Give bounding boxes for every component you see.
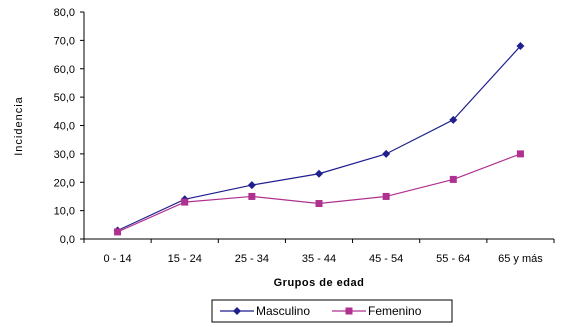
y-tick-label: 20,0 (54, 177, 75, 189)
legend-label-femenino: Femenino (368, 304, 422, 318)
y-tick-label: 0,0 (60, 234, 75, 246)
x-tick-label: 25 - 34 (235, 253, 269, 265)
legend-marker-femenino (345, 307, 353, 315)
x-tick-label: 65 y más (498, 253, 543, 265)
data-point-masculino (449, 115, 458, 124)
y-tick-label: 60,0 (54, 64, 75, 76)
series-femenino (114, 150, 524, 236)
data-point-femenino (382, 192, 390, 200)
x-tick-label: 15 - 24 (168, 253, 202, 265)
series-line-femenino (117, 153, 521, 233)
x-tick-label: 35 - 44 (302, 253, 336, 265)
x-axis-title: Grupos de edad (274, 277, 365, 289)
y-axis-ticks: 0,0 10,0 20,0 30,0 40,0 50,0 60,0 70,0 80,0 (54, 7, 84, 246)
legend-marker-masculino (233, 307, 241, 315)
x-axis-ticks: 0 - 14 15 - 24 25 - 34 35 - 44 45 - 54 55 - 6… (83, 239, 555, 265)
legend: Masculino Femenino (211, 299, 453, 323)
data-point-masculino (516, 42, 525, 51)
data-point-masculino (247, 181, 256, 190)
x-tick-label: 0 - 14 (104, 253, 132, 265)
series-layer (113, 42, 525, 236)
data-point-femenino (516, 150, 524, 158)
data-point-femenino (449, 175, 457, 183)
y-tick-label: 30,0 (54, 149, 75, 161)
y-tick-label: 80,0 (54, 7, 75, 19)
y-axis-title: Incidencia (13, 96, 25, 156)
x-tick-label: 55 - 64 (436, 253, 470, 265)
data-point-femenino (315, 200, 323, 208)
legend-label-masculino: Masculino (256, 304, 310, 318)
data-point-masculino (315, 169, 323, 178)
y-tick-label: 50,0 (54, 92, 75, 104)
y-tick-label: 10,0 (54, 206, 75, 218)
y-tick-label: 70,0 (54, 35, 75, 47)
data-point-femenino (248, 192, 256, 200)
data-point-femenino (181, 198, 189, 206)
x-tick-label: 45 - 54 (369, 253, 403, 265)
y-tick-label: 40,0 (54, 121, 75, 133)
data-point-femenino (114, 228, 122, 236)
data-point-masculino (382, 149, 391, 158)
